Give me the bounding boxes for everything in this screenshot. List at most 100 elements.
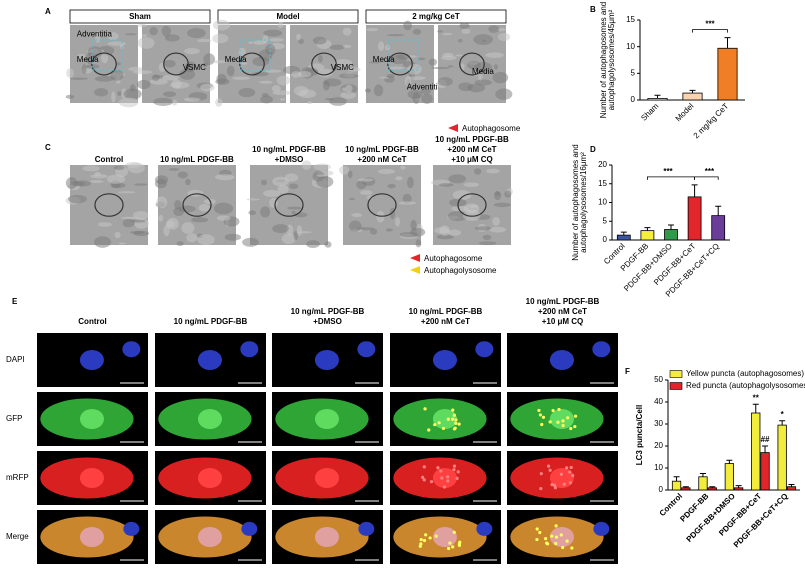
- nucleus: [79, 468, 104, 488]
- condition-label: Control: [95, 155, 123, 164]
- puncta: [446, 479, 450, 483]
- texture: [260, 206, 271, 218]
- condition-label: +DMSO: [275, 155, 304, 164]
- puncta: [538, 530, 542, 535]
- cell-outline: [367, 193, 397, 217]
- texture: [181, 222, 195, 234]
- condition-label: +200 nM CeT: [357, 155, 406, 164]
- texture: [151, 74, 160, 81]
- texture: [133, 230, 150, 237]
- texture: [136, 79, 151, 90]
- texture: [469, 205, 479, 208]
- error-bar: [715, 205, 722, 216]
- texture: [114, 231, 121, 239]
- texture: [165, 34, 180, 42]
- texture: [212, 33, 229, 44]
- texture: [288, 183, 299, 190]
- micrograph: [65, 25, 144, 108]
- texture: [161, 25, 172, 37]
- texture: [357, 178, 374, 182]
- nucleus: [197, 527, 222, 547]
- bar: [786, 486, 797, 491]
- texture: [457, 38, 463, 43]
- puncta: [552, 483, 557, 487]
- nucleus: [432, 468, 457, 488]
- texture: [260, 95, 273, 104]
- condition-label: 10 ng/mL PDGF-BB: [160, 155, 234, 164]
- texture: [101, 52, 109, 64]
- texture: [492, 217, 500, 226]
- x-tick-label: Sham: [639, 101, 660, 122]
- texture: [173, 207, 185, 216]
- puncta: [561, 419, 565, 423]
- texture: [113, 165, 125, 170]
- puncta: [454, 418, 458, 422]
- puncta: [442, 485, 447, 489]
- y-axis-label: Number of autophagosomes and: [571, 144, 580, 261]
- significance-label: **: [753, 393, 760, 402]
- nucleus: [549, 350, 574, 370]
- texture: [412, 85, 417, 89]
- texture: [441, 32, 453, 36]
- dapi: [593, 521, 610, 536]
- texture: [90, 174, 108, 179]
- error-bar: [699, 473, 706, 477]
- error-bar: [673, 476, 680, 482]
- texture: [69, 77, 89, 80]
- texture: [447, 65, 454, 68]
- fluorescence-image: [390, 333, 501, 387]
- puncta: [570, 546, 574, 550]
- puncta: [450, 417, 455, 421]
- texture: [334, 58, 353, 68]
- texture: [216, 215, 231, 221]
- texture: [213, 59, 227, 64]
- texture: [137, 37, 155, 49]
- texture: [406, 176, 414, 189]
- texture: [489, 226, 507, 233]
- dapi: [241, 521, 258, 536]
- puncta: [535, 527, 539, 531]
- texture: [265, 69, 282, 73]
- puncta: [554, 535, 559, 539]
- nucleus: [79, 350, 104, 370]
- fluorescence-image: [390, 510, 501, 564]
- condition-label: Control: [78, 317, 106, 326]
- condition-label: 10 ng/mL PDGF-BB: [526, 297, 600, 306]
- texture: [437, 30, 443, 33]
- texture: [466, 60, 481, 70]
- puncta: [546, 464, 551, 468]
- condition-label: +200 nM CeT: [447, 145, 496, 154]
- texture: [133, 70, 153, 75]
- texture: [260, 179, 268, 186]
- texture: [123, 88, 142, 100]
- nucleus: [79, 527, 104, 547]
- texture: [107, 32, 119, 41]
- texture: [65, 94, 75, 99]
- error-bar: [668, 224, 674, 230]
- texture: [478, 241, 497, 246]
- texture: [345, 84, 353, 93]
- texture: [342, 44, 352, 48]
- texture: [172, 99, 178, 106]
- texture: [316, 174, 326, 177]
- texture: [451, 205, 469, 212]
- texture: [154, 178, 167, 189]
- micrograph: [65, 162, 150, 248]
- texture: [301, 160, 312, 170]
- texture: [200, 83, 215, 92]
- y-tick-label: 50: [654, 375, 663, 384]
- texture: [322, 80, 330, 91]
- texture: [153, 97, 174, 107]
- nucleus: [197, 468, 222, 488]
- texture: [400, 165, 406, 170]
- texture: [448, 174, 467, 184]
- puncta: [541, 415, 546, 419]
- texture: [277, 22, 284, 29]
- texture: [493, 202, 511, 208]
- error-bar: [752, 403, 759, 413]
- texture: [293, 85, 309, 97]
- micrograph: [212, 19, 292, 107]
- texture: [197, 38, 212, 43]
- fluorescence-image: [390, 451, 501, 505]
- texture: [377, 41, 385, 52]
